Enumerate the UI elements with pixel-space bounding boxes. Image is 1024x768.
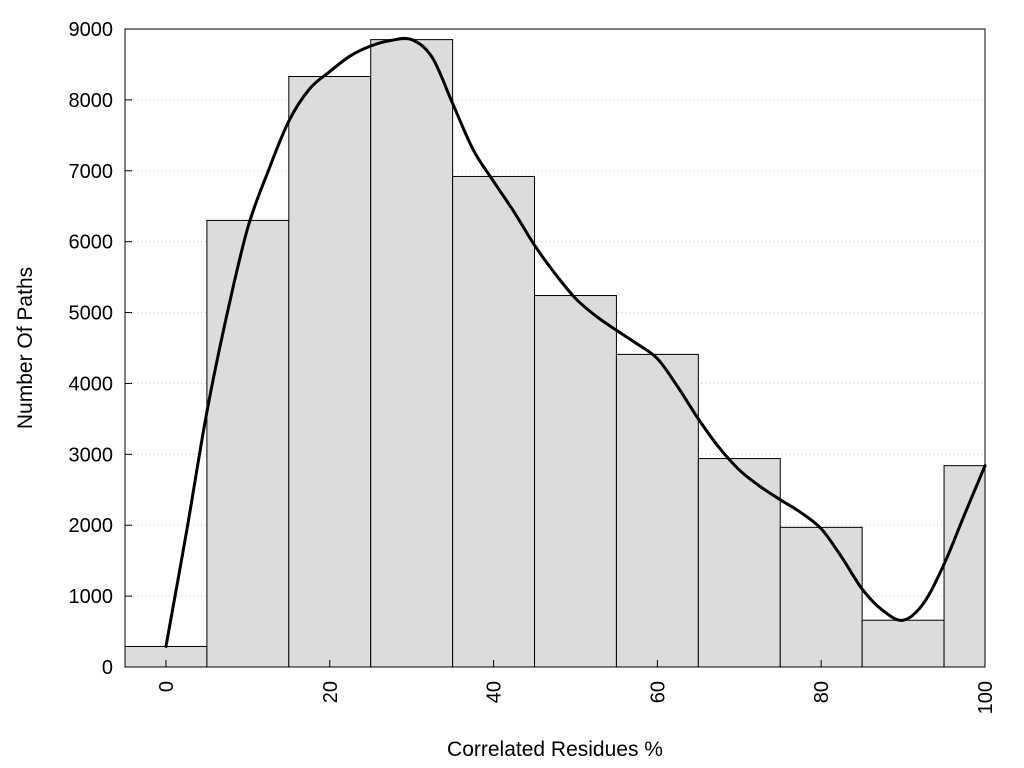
y-tick-label: 4000 bbox=[69, 373, 114, 395]
histogram-bar bbox=[943, 465, 986, 668]
histogram-bar bbox=[861, 619, 945, 668]
density-curve bbox=[164, 36, 987, 648]
y-tick-layer: 0 1000 2000 3000 4000 5000 6000 7000 8000 9000 bbox=[69, 19, 132, 679]
histogram-bar bbox=[206, 219, 290, 668]
y-tick-label: 0 bbox=[102, 657, 113, 679]
x-tick-label: 80 bbox=[811, 681, 833, 703]
y-tick-label: 1000 bbox=[69, 586, 114, 608]
y-tick-label: 2000 bbox=[69, 515, 114, 537]
histogram-bar bbox=[534, 295, 617, 668]
x-tick-label: 100 bbox=[975, 681, 997, 714]
histogram-bar bbox=[779, 526, 863, 668]
x-tick-label: 0 bbox=[156, 681, 178, 692]
curve-layer bbox=[164, 36, 987, 648]
y-tick-label: 5000 bbox=[69, 303, 114, 325]
y-tick-label: 7000 bbox=[69, 161, 114, 183]
x-tick-label: 40 bbox=[484, 681, 506, 703]
histogram-bar bbox=[615, 353, 699, 668]
histogram-bar bbox=[288, 75, 372, 668]
y-tick-label: 3000 bbox=[69, 444, 114, 466]
y-tick-label: 6000 bbox=[69, 232, 114, 254]
histogram-bar bbox=[697, 458, 781, 668]
y-tick-label: 9000 bbox=[69, 19, 114, 41]
plot-frame bbox=[124, 28, 986, 668]
histogram-bar bbox=[452, 175, 536, 668]
bars-layer bbox=[124, 39, 986, 668]
x-tick-label: 60 bbox=[647, 681, 669, 703]
histogram-bar bbox=[370, 39, 454, 668]
y-axis-title: Number Of Paths bbox=[14, 267, 37, 429]
x-tick-label: 20 bbox=[320, 681, 342, 703]
x-tick-layer: 0 20 40 60 80 100 bbox=[156, 660, 997, 714]
x-axis-title: Correlated Residues % bbox=[447, 738, 663, 761]
y-tick-label: 8000 bbox=[69, 90, 114, 112]
